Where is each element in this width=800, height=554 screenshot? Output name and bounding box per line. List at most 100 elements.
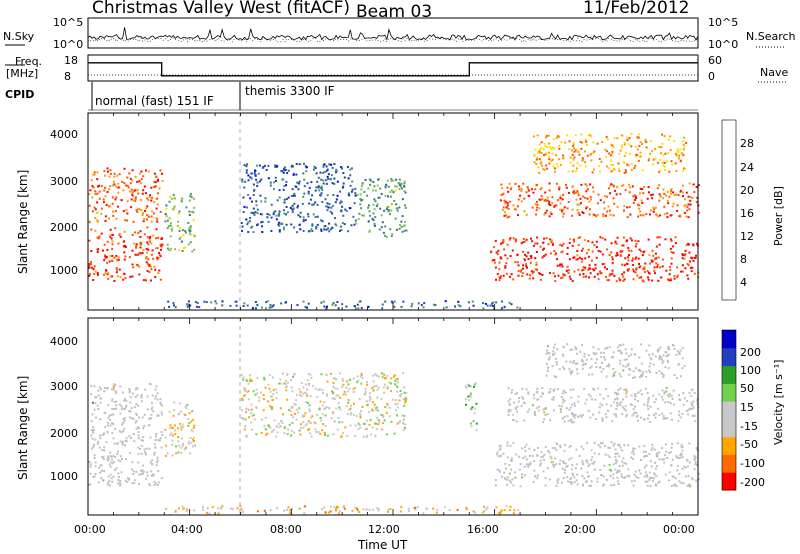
power-cell [136, 264, 139, 267]
velocity-cell [206, 507, 209, 510]
velocity-cell [485, 508, 488, 511]
velocity-cell [552, 461, 555, 464]
power-cell [105, 204, 108, 206]
velocity-cell [118, 475, 120, 478]
power-cell [187, 243, 190, 246]
velocity-cell [590, 358, 593, 360]
velocity-cell [369, 397, 372, 400]
velocity-cell [90, 385, 93, 388]
power-cell [695, 254, 697, 257]
velocity-cell [142, 427, 145, 430]
power-cell [619, 250, 622, 252]
power-cell [114, 198, 117, 201]
velocity-cell [103, 432, 105, 435]
velocity-cell [693, 459, 696, 461]
velocity-cell [308, 410, 311, 413]
power-cell [616, 137, 619, 140]
xtick-4: 16:00 [467, 523, 499, 536]
power-cell [568, 140, 571, 143]
velocity-cell [625, 409, 628, 412]
power-cell [508, 182, 511, 185]
velocity-cell [140, 396, 143, 399]
velocity-cell [667, 401, 670, 404]
power-cell [608, 152, 611, 155]
velocity-cell [149, 461, 152, 464]
velocity-cell [631, 376, 634, 379]
velocity-cell [553, 346, 555, 349]
velocity-cell [129, 395, 132, 398]
power-cell [505, 206, 508, 209]
power-cell [551, 158, 554, 161]
power-cell [434, 304, 437, 307]
power-cell [90, 228, 93, 231]
velocity-cell [143, 413, 146, 416]
velocity-cell [177, 507, 180, 510]
power-cell [506, 186, 509, 189]
power-cell [661, 142, 664, 145]
power-cell [304, 165, 307, 168]
velocity-cell [395, 378, 397, 380]
power-cell [169, 249, 172, 251]
power-cell [661, 133, 663, 136]
velocity-cell [558, 463, 561, 465]
power-cell [153, 212, 156, 215]
power-cell [328, 230, 331, 233]
power-cell [154, 181, 157, 184]
power-cell [558, 188, 561, 191]
velocity-cell [284, 383, 287, 386]
velocity-cell [632, 447, 635, 450]
power-cell [543, 255, 546, 257]
velocity-cell [632, 484, 635, 487]
power-cell [115, 268, 118, 271]
velocity-cell [260, 431, 263, 434]
power-cell [131, 191, 134, 194]
power-cell [536, 156, 539, 159]
velocity-cell [354, 424, 357, 427]
power-cell [546, 146, 549, 148]
power-cell [614, 240, 617, 243]
velocity-cell [634, 367, 637, 370]
velocity-cell [555, 376, 558, 379]
velocity-cell [686, 458, 689, 461]
velocity-cell [306, 394, 309, 397]
power-cell [100, 232, 103, 235]
power-cell [257, 172, 260, 175]
velocity-cell [608, 346, 611, 349]
power-cell [495, 301, 498, 304]
power-cell [580, 147, 583, 150]
power-cell [254, 307, 257, 310]
power-cell [649, 152, 652, 155]
velocity-cell [98, 434, 101, 437]
power-cell [670, 188, 673, 191]
power-cell [374, 216, 377, 219]
power-cell [180, 200, 183, 203]
power-cell [140, 178, 143, 181]
velocity-cell [134, 388, 137, 391]
velocity-cell [90, 434, 93, 437]
velocity-cell [148, 417, 151, 420]
power-cell [574, 149, 577, 152]
velocity-cell [540, 456, 543, 459]
power-cell [586, 206, 589, 209]
velocity-cell [255, 388, 258, 391]
velocity-cell [607, 409, 610, 412]
power-cell [340, 229, 343, 232]
velocity-cell [291, 507, 293, 510]
velocity-cell [509, 398, 512, 401]
power-cell [129, 190, 131, 193]
power-cell [387, 209, 390, 211]
power-cell [356, 303, 359, 306]
power-cell [653, 257, 656, 260]
power-cell [696, 242, 698, 245]
velocity-cell [128, 391, 131, 394]
power-cell [549, 146, 552, 149]
velocity-cell [539, 459, 542, 462]
power-cell [274, 176, 277, 179]
velocity-cell [97, 408, 100, 411]
velocity-cell [399, 510, 402, 513]
velocity-cell [670, 485, 673, 487]
velocity-cell [536, 398, 539, 401]
velocity-cell [293, 373, 296, 376]
power-cell [387, 195, 389, 198]
power-cell [242, 196, 245, 199]
